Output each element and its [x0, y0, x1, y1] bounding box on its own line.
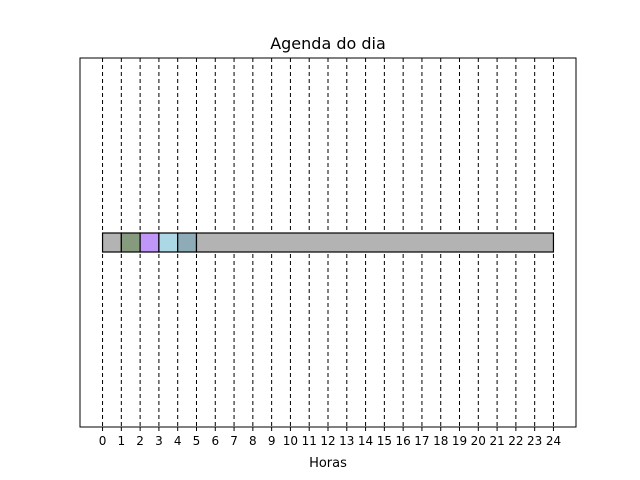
x-tick-label-23: 23: [527, 434, 542, 448]
x-tick-label-2: 2: [136, 434, 144, 448]
x-tick-label-12: 12: [320, 434, 335, 448]
x-tick-label-0: 0: [99, 434, 107, 448]
x-tick-label-15: 15: [377, 434, 392, 448]
x-tick-label-8: 8: [249, 434, 257, 448]
x-tick-label-20: 20: [471, 434, 486, 448]
x-tick-label-7: 7: [230, 434, 238, 448]
x-tick-label-9: 9: [268, 434, 276, 448]
timeline-bar: [101, 232, 555, 253]
segment-0: [101, 232, 122, 253]
x-axis-label: Horas: [309, 456, 347, 471]
x-tick-label-17: 17: [414, 434, 429, 448]
segment-3: [158, 232, 179, 253]
segment-1: [120, 232, 141, 253]
x-tick-label-5: 5: [193, 434, 201, 448]
x-tick-label-4: 4: [174, 434, 182, 448]
x-tick-label-24: 24: [546, 434, 561, 448]
x-tick-label-1: 1: [118, 434, 126, 448]
x-tick-label-11: 11: [302, 434, 317, 448]
x-tick-label-19: 19: [452, 434, 467, 448]
x-tick-label-16: 16: [396, 434, 411, 448]
segment-4: [177, 232, 198, 253]
chart-title: Agenda do dia: [270, 34, 386, 53]
x-tick-label-14: 14: [358, 434, 373, 448]
x-axis-ticks: 0 1 2 3 4 5 6 7 8 9 10 11 12 13 14 15 16 17 18 19 20 21 22 23 24: [99, 427, 561, 448]
x-tick-label-22: 22: [508, 434, 523, 448]
x-tick-label-6: 6: [211, 434, 219, 448]
x-tick-label-10: 10: [283, 434, 298, 448]
x-tick-label-3: 3: [155, 434, 163, 448]
x-tick-label-21: 21: [489, 434, 504, 448]
segment-5: [195, 232, 555, 253]
x-tick-label-13: 13: [339, 434, 354, 448]
segment-2: [139, 232, 160, 253]
x-tick-label-18: 18: [433, 434, 448, 448]
